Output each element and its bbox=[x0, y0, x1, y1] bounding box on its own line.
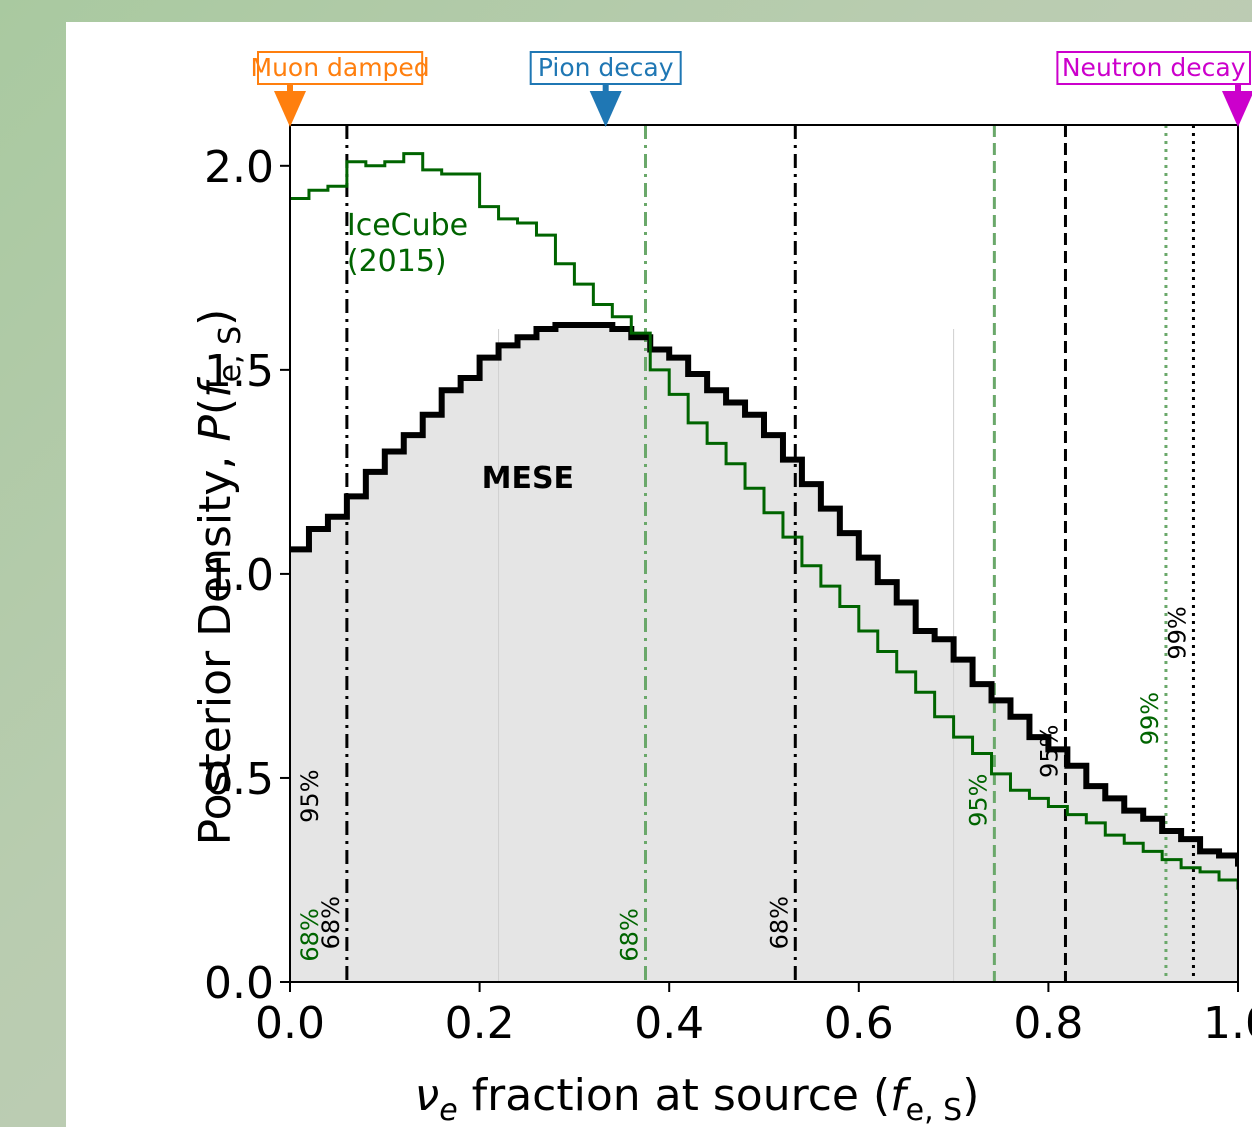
axes: 0.0 0.2 0.4 0.6 0.8 1.0 0.0 0.5 1.0 1.5 2.0 Muon da… bbox=[204, 51, 1252, 1049]
x-tick-label-2: 0.4 bbox=[634, 998, 704, 1049]
icecube-annotation-line1: IceCube bbox=[347, 208, 468, 243]
source-marker-label-1: Pion decay bbox=[538, 53, 674, 82]
plot-area: 68% 68%68%95%95%99%99%95%68%MESEIceCube(2… bbox=[290, 125, 1238, 982]
figure: 68% 68% 68% 95% 95% 99% 99% 95% 68% MESE IceCube (2… bbox=[66, 22, 1252, 1127]
posterior-density-chart: 68% 68%68%95%95%99%99%95%68%MESEIceCube(2… bbox=[190, 51, 1252, 1127]
source-marker-stem-2 bbox=[1235, 85, 1241, 95]
credible-interval-label-4: 95% bbox=[1035, 725, 1063, 778]
source-marker-arrow-2 bbox=[1222, 91, 1252, 127]
credible-interval-label-5: 99% bbox=[1136, 692, 1164, 745]
source-marker-box-1 bbox=[529, 51, 682, 85]
source-marker-stem-1 bbox=[602, 85, 609, 95]
source-marker-label-2: Neutron decay bbox=[1062, 53, 1246, 82]
x-tick-label-1: 0.2 bbox=[445, 998, 515, 1049]
x-tick-label-5: 1.0 bbox=[1203, 998, 1252, 1049]
plot-content bbox=[290, 125, 1238, 982]
y-tick-label-1: 0.5 bbox=[204, 754, 274, 805]
source-marker-box-0 bbox=[257, 51, 424, 85]
series-line-1 bbox=[290, 152, 1238, 890]
source-marker-stem-0 bbox=[287, 85, 293, 95]
credible-interval-label-6: 99% bbox=[1163, 606, 1191, 659]
y-tick-label-2: 1.0 bbox=[204, 550, 274, 601]
series-fill-0 bbox=[290, 324, 1238, 982]
x-tick-label-4: 0.8 bbox=[1013, 998, 1083, 1049]
x-tick-label-3: 0.6 bbox=[824, 998, 894, 1049]
source-marker-arrow-1 bbox=[589, 91, 622, 127]
y-tick-label-3: 1.5 bbox=[204, 346, 274, 397]
y-tick-label-0: 0.0 bbox=[204, 958, 274, 1009]
source-marker-label-0: Muon damped bbox=[251, 53, 430, 82]
credible-interval-label-3: 95% bbox=[964, 774, 992, 827]
edge-interval-label-1: 68% bbox=[296, 908, 324, 961]
source-marker-arrow-0 bbox=[274, 91, 306, 127]
y-tick-label-4: 2.0 bbox=[204, 142, 274, 193]
x-axis-label: νe fraction at source (fe, S) bbox=[415, 1070, 980, 1127]
mese-annotation: MESE bbox=[482, 461, 574, 496]
y-axis-label: Posterior Density, P(fe, S) bbox=[190, 309, 248, 846]
series-line-0 bbox=[290, 321, 1238, 867]
credible-interval-label-0: 68% bbox=[317, 896, 345, 949]
edge-interval-label-0: 95% bbox=[296, 769, 324, 822]
credible-interval-label-1: 68% bbox=[765, 896, 793, 949]
icecube-annotation-line2: (2015) bbox=[347, 244, 447, 279]
plot-frame bbox=[289, 124, 1239, 983]
source-marker-box-2 bbox=[1056, 51, 1252, 85]
credible-interval-label-2: 68% bbox=[616, 908, 644, 961]
x-tick-label-0: 0.0 bbox=[255, 998, 325, 1049]
